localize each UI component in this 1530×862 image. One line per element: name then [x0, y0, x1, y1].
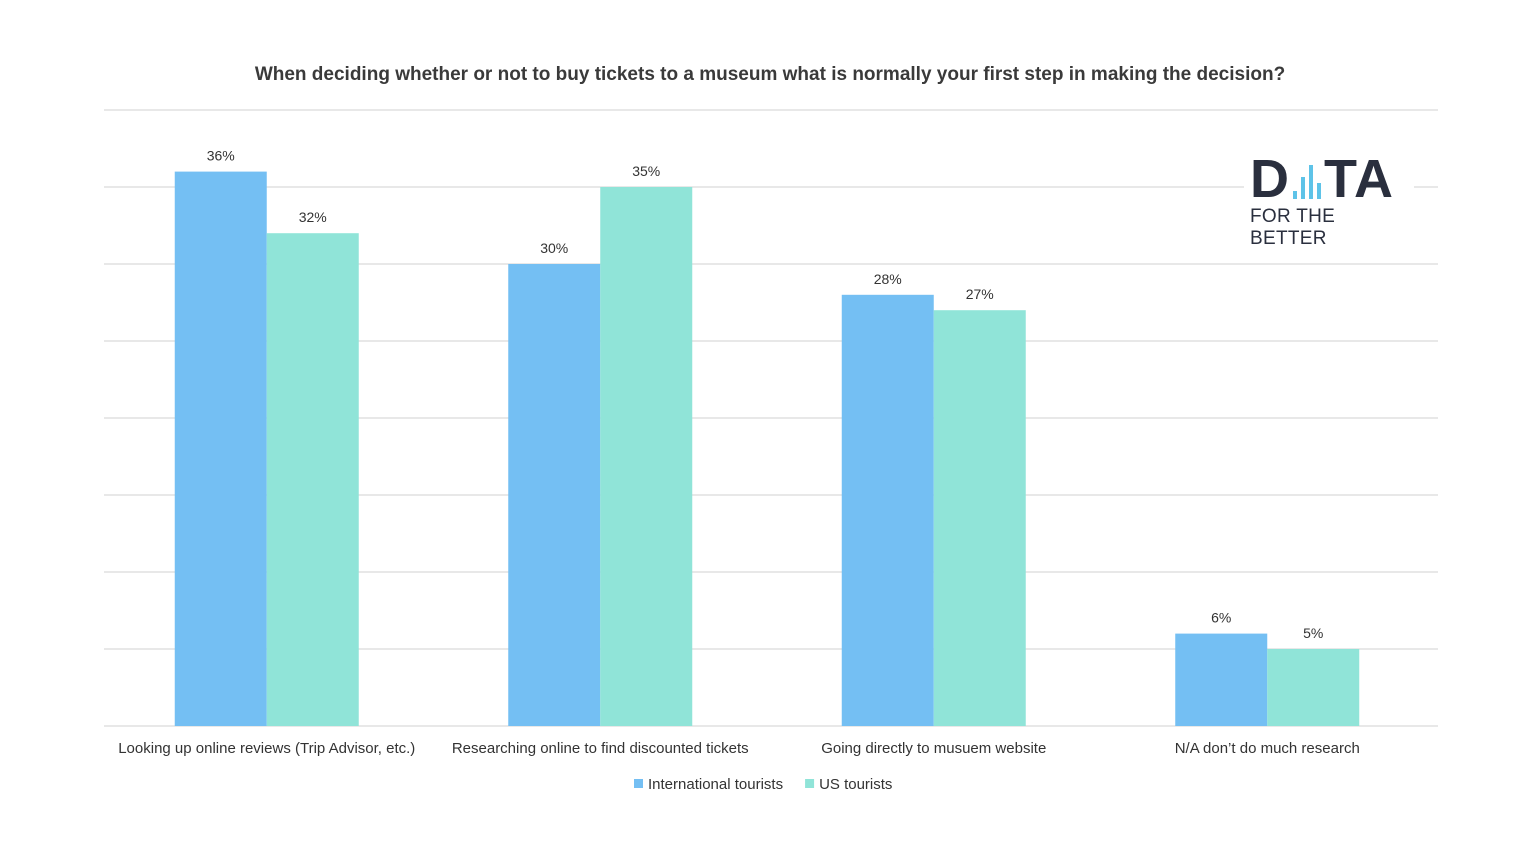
logo-bars-icon [1293, 159, 1321, 199]
category-label: Researching online to find discounted ti… [452, 740, 749, 757]
bar-value-label: 35% [632, 163, 660, 179]
bars [174, 171, 1360, 727]
legend-swatch [634, 779, 643, 788]
bar [933, 310, 1026, 726]
bar [508, 264, 601, 726]
bar-value-label: 27% [966, 286, 994, 302]
bar [600, 187, 693, 726]
bar-value-label: 6% [1211, 610, 1231, 626]
category-label: Looking up online reviews (Trip Advisor,… [118, 740, 415, 757]
bar [841, 294, 934, 726]
category-labels: Looking up online reviews (Trip Advisor,… [118, 740, 1360, 757]
category-label: Going directly to musuem website [821, 740, 1046, 757]
bar-value-label: 32% [299, 209, 327, 225]
category-label: N/A don’t do much research [1175, 740, 1360, 757]
legend-swatch [805, 779, 815, 788]
bar [1175, 633, 1268, 726]
legend-label: US tourists [819, 776, 892, 793]
bar-value-label: 36% [207, 148, 235, 164]
bar-value-label: 5% [1303, 625, 1323, 641]
data-for-the-better-logo: D TA FOR THE BETTER [1244, 149, 1414, 249]
bar [174, 171, 267, 727]
chart-title: When deciding whether or not to buy tick… [254, 64, 1286, 85]
logo-tagline: FOR THE BETTER [1250, 206, 1336, 249]
bar-value-label: 30% [540, 240, 568, 256]
legend: International tourists US tourists [634, 776, 892, 793]
bar [1267, 649, 1360, 726]
logo-wordmark: D TA [1250, 149, 1394, 209]
bar [266, 233, 359, 726]
legend-label: International tourists [648, 776, 783, 793]
bar-value-labels: 36% 32% 30% 35% 28% 27% 6% 5% [207, 148, 1324, 641]
bar-value-label: 28% [874, 271, 902, 287]
